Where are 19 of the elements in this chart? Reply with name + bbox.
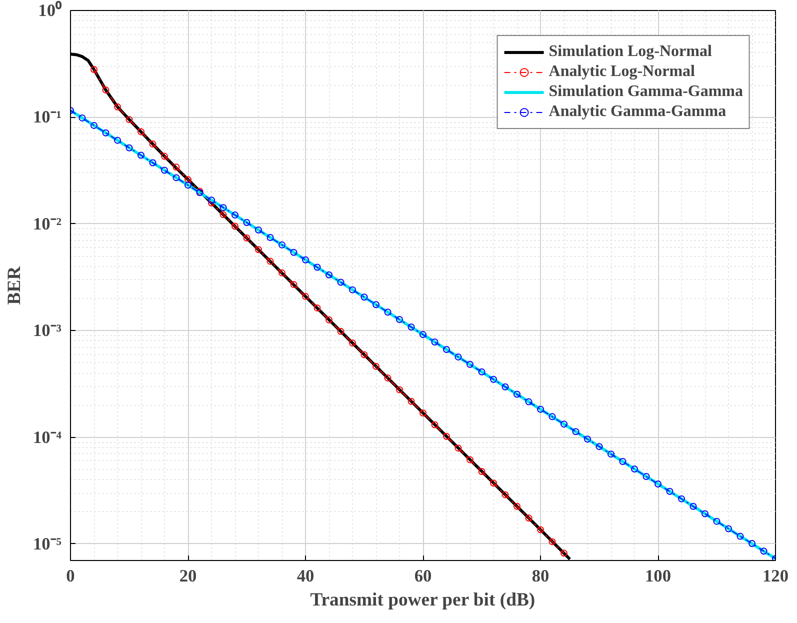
y-tick-label: 10⁻² bbox=[32, 214, 62, 234]
y-tick-label: 10⁻³ bbox=[32, 321, 62, 340]
legend-label: Simulation Gamma-Gamma bbox=[548, 83, 743, 101]
x-tick-label: 0 bbox=[66, 566, 75, 586]
x-tick-label: 60 bbox=[414, 566, 432, 586]
legend-label: Analytic Log-Normal bbox=[548, 63, 695, 81]
x-tick-label: 120 bbox=[762, 566, 789, 586]
legend-label: Analytic Gamma-Gamma bbox=[548, 103, 726, 121]
y-tick-label: 10⁰ bbox=[38, 0, 62, 20]
x-tick-label: 40 bbox=[296, 566, 314, 586]
x-axis-title: Transmit power per bit (dB) bbox=[310, 590, 536, 610]
y-tick-label: 10⁻⁵ bbox=[32, 534, 62, 554]
legend-label: Simulation Log-Normal bbox=[548, 43, 712, 61]
x-tick-label: 20 bbox=[179, 566, 197, 586]
y-axis-title: BER bbox=[4, 266, 25, 305]
x-tick-label: 100 bbox=[645, 566, 672, 586]
y-tick-label: 10⁻¹ bbox=[32, 108, 62, 127]
x-tick-label: 80 bbox=[532, 566, 550, 586]
y-tick-label: 10⁻⁴ bbox=[32, 428, 62, 447]
